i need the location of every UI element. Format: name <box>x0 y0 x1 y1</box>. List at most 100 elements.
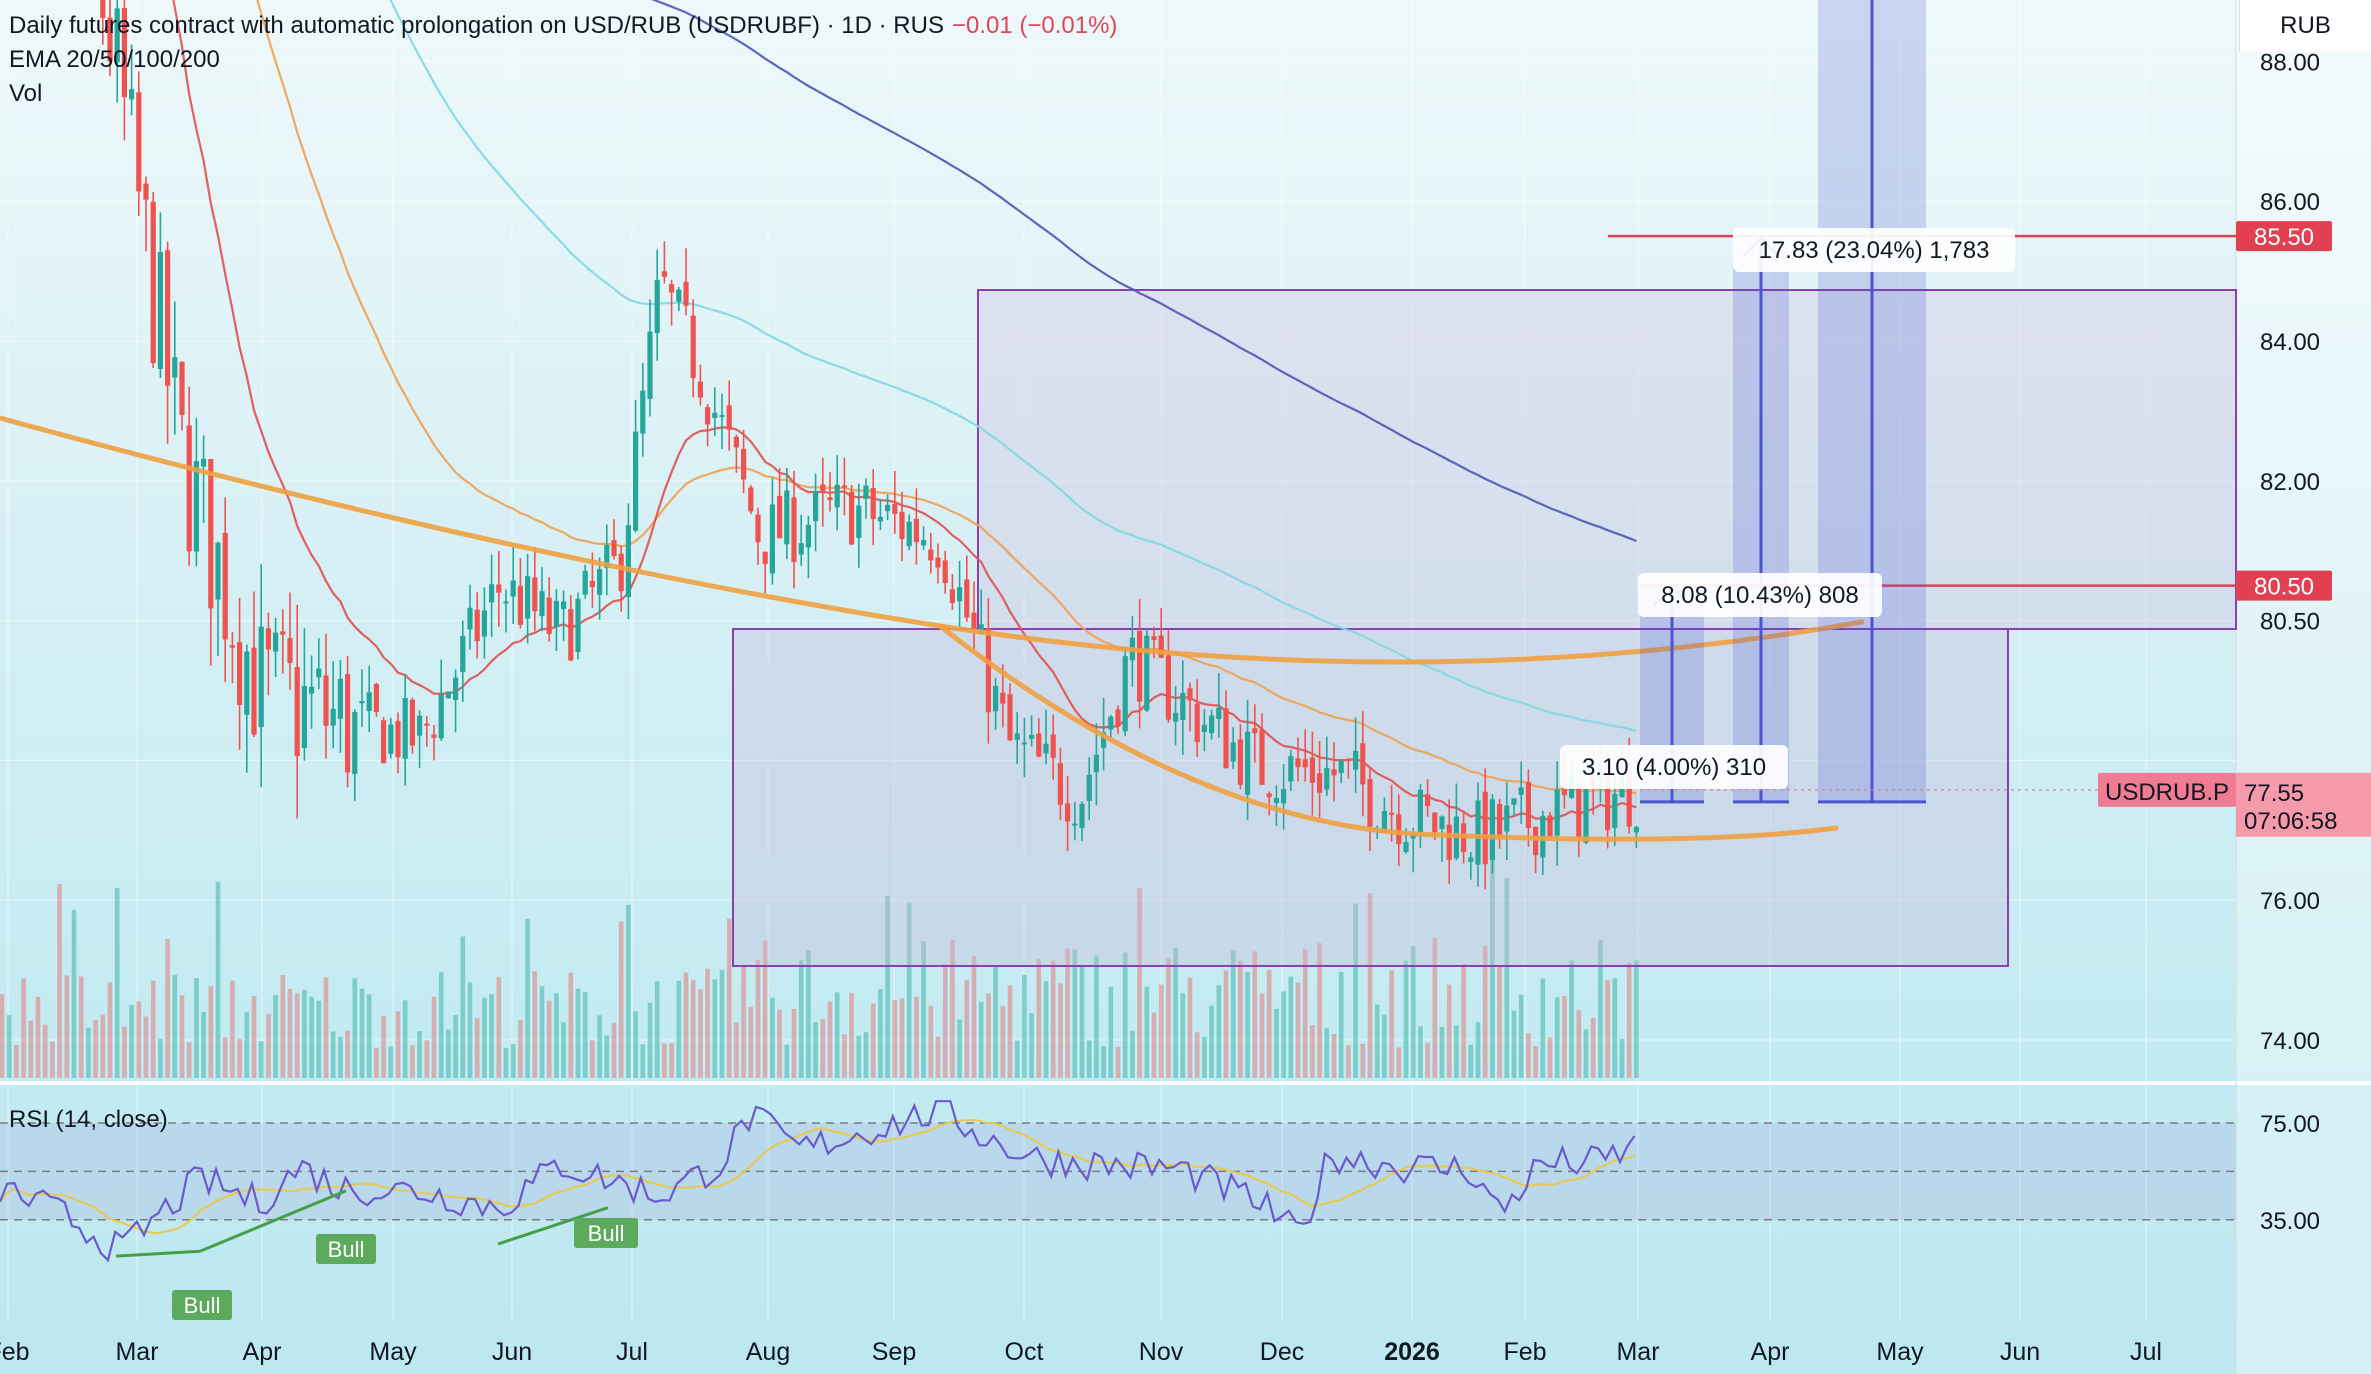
volume-bar <box>1598 940 1603 1078</box>
candle-body <box>1605 767 1611 831</box>
volume-bar <box>1295 982 1301 1078</box>
volume-bar <box>856 1035 862 1078</box>
candle-body <box>1245 731 1251 795</box>
candle-body <box>1367 779 1373 827</box>
candle-body <box>503 601 509 604</box>
volume-bar <box>215 881 221 1078</box>
volume-bar <box>820 1018 826 1078</box>
candle-body <box>1137 630 1143 702</box>
volume-bar <box>914 996 919 1078</box>
rsi-title: RSI (14, close) <box>9 1106 168 1133</box>
candle-body <box>777 495 783 539</box>
volume-bar <box>287 988 293 1078</box>
candle-body <box>820 484 826 493</box>
x-tick-label: Feb <box>0 1338 30 1366</box>
x-tick-label: Apr <box>243 1338 282 1366</box>
arc-short <box>937 623 1839 842</box>
volume-bar <box>734 1022 739 1078</box>
volume-bar <box>1317 943 1322 1078</box>
volume-bar <box>582 991 588 1078</box>
volume-bar <box>1144 986 1150 1078</box>
candle-body <box>1050 734 1056 758</box>
rsi-line <box>0 1100 1636 1263</box>
candle-body <box>1151 636 1157 640</box>
volume-bar <box>705 968 710 1078</box>
candle-body <box>561 601 567 610</box>
volume-bar <box>1590 1017 1596 1078</box>
candle-body <box>136 92 142 192</box>
x-tick-label: Nov <box>1139 1338 1184 1366</box>
candle-body <box>1158 635 1164 658</box>
volume-bar <box>6 1015 12 1078</box>
range-box-upper <box>977 289 2237 630</box>
candle-body <box>633 431 639 531</box>
candle-body <box>107 17 113 62</box>
candle-body <box>1237 739 1243 785</box>
candle-body <box>157 252 163 369</box>
candle-body <box>453 677 459 701</box>
volume-bar <box>143 1016 149 1078</box>
projection-label-bg <box>1560 745 1788 789</box>
candle-body <box>1612 793 1618 829</box>
volume-bar <box>1230 949 1236 1078</box>
candle-body <box>971 612 977 630</box>
volume-bar <box>813 1022 818 1078</box>
volume-bar <box>1605 980 1610 1078</box>
volume-bar <box>244 1012 250 1078</box>
volume-bar <box>78 976 84 1078</box>
candle-body <box>1029 734 1035 739</box>
candle-body <box>928 549 934 561</box>
candle-body <box>294 667 300 756</box>
candle-body <box>352 711 358 774</box>
candle-body <box>856 505 862 538</box>
volume-bar <box>1396 1047 1402 1078</box>
volume-bar <box>1533 1046 1538 1078</box>
candle-body <box>1079 803 1085 829</box>
volume-bar <box>1022 974 1027 1078</box>
volume-bar <box>1511 1010 1517 1078</box>
volume-bar <box>158 1038 163 1078</box>
volume-bar <box>662 1043 667 1078</box>
bull-divergence-line <box>199 1189 347 1253</box>
candle-body <box>1180 692 1186 721</box>
volume-bar <box>1346 1045 1351 1078</box>
volume-bar <box>1180 993 1186 1078</box>
candle-body <box>575 598 581 652</box>
candle-body <box>1108 716 1114 730</box>
candle-body <box>143 183 149 200</box>
price-level-tag <box>2236 221 2332 252</box>
candle-body <box>964 579 970 618</box>
candle-body <box>957 587 963 602</box>
volume-bar <box>842 1034 847 1078</box>
candle-body <box>1093 754 1099 773</box>
volume-bar <box>1288 976 1294 1078</box>
volume-bar <box>258 1041 264 1078</box>
volume-bar <box>1274 1008 1279 1078</box>
y-tick-label: 82.00 <box>2260 469 2320 496</box>
volume-bar <box>626 904 631 1078</box>
volume-bar <box>561 1022 566 1078</box>
rsi-band-fill <box>0 1123 2236 1220</box>
volume-bar <box>114 887 120 1078</box>
volume-bar <box>1065 948 1070 1078</box>
candle-body <box>863 485 869 499</box>
candle-body <box>1173 712 1179 722</box>
x-tick-label: Jun <box>2000 1338 2040 1366</box>
candle-body <box>791 497 797 563</box>
candle-body <box>647 331 653 399</box>
candle-body <box>705 407 711 425</box>
volume-bar <box>640 1044 646 1078</box>
volume-bar <box>532 971 538 1078</box>
volume-bar <box>654 981 660 1078</box>
volume-bar <box>1540 978 1546 1078</box>
x-tick-label: May <box>369 1338 417 1366</box>
volume-bar <box>1619 1039 1625 1078</box>
volume-bar <box>1072 949 1078 1078</box>
currency-button[interactable]: RUB <box>2239 0 2371 52</box>
y-tick-label: 76.00 <box>2260 888 2320 915</box>
volume-bar <box>964 980 970 1078</box>
volume-bar <box>1194 1032 1200 1078</box>
candle-body <box>388 724 394 754</box>
volume-bar <box>546 1000 552 1078</box>
